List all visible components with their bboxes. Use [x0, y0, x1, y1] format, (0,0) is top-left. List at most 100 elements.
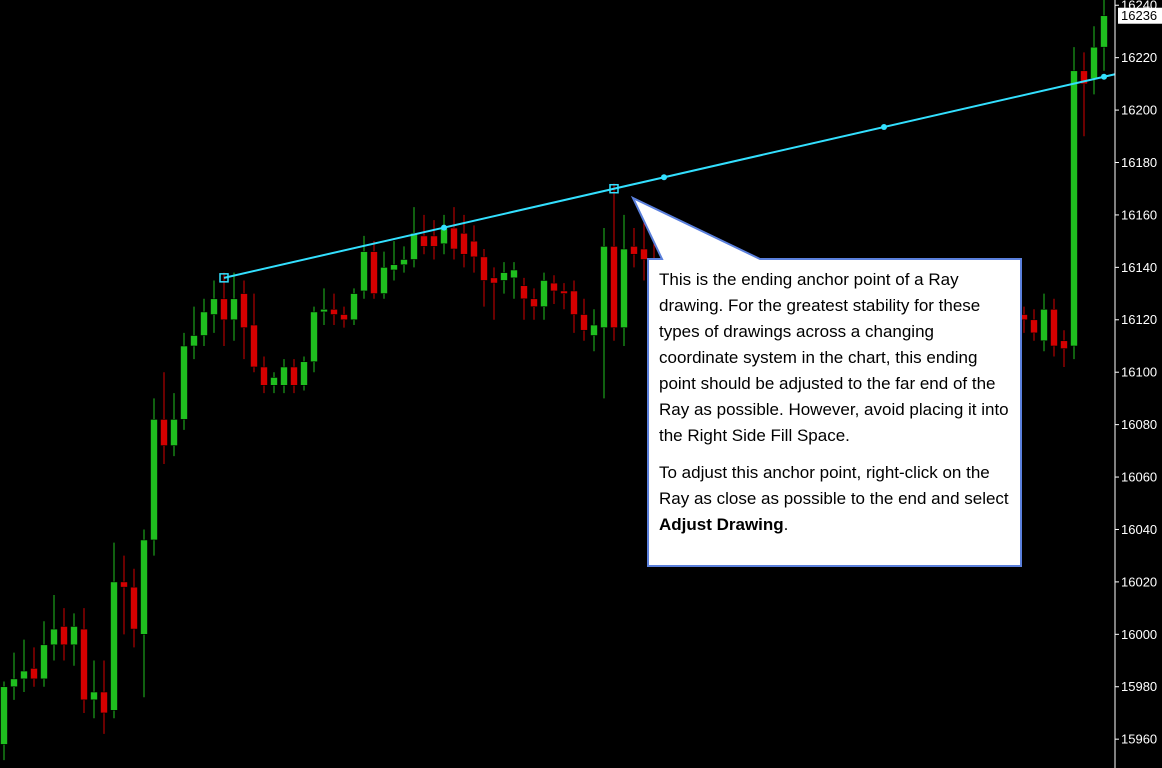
ray-line [223, 73, 1116, 279]
ray-dot [881, 124, 887, 131]
body [1070, 70, 1078, 347]
ray-dot [661, 174, 667, 181]
body [30, 668, 38, 680]
body [270, 377, 278, 386]
body [1090, 46, 1098, 79]
body [560, 290, 568, 294]
body [0, 686, 8, 745]
body [490, 277, 498, 284]
body [1040, 308, 1048, 342]
body [200, 311, 208, 336]
body [470, 240, 478, 258]
body [450, 227, 458, 250]
body [40, 644, 48, 680]
body [590, 324, 598, 336]
body [220, 298, 228, 321]
y-tick-label: 16100 [1121, 365, 1157, 380]
body [340, 314, 348, 321]
body [50, 628, 58, 646]
body [150, 419, 158, 541]
body [110, 581, 118, 711]
y-tick-label: 16000 [1121, 627, 1157, 642]
body [350, 293, 358, 321]
ray-drawing [219, 73, 1116, 283]
body [460, 232, 468, 255]
body [230, 298, 238, 321]
body [280, 366, 288, 386]
body [500, 272, 508, 281]
body [480, 256, 488, 281]
y-tick-label: 16040 [1121, 522, 1157, 537]
body [260, 366, 268, 386]
body [130, 586, 138, 630]
body [360, 251, 368, 292]
body [1050, 308, 1058, 347]
body [510, 269, 518, 279]
y-tick-label: 15960 [1121, 732, 1157, 747]
body [120, 581, 128, 588]
y-tick-label: 16160 [1121, 207, 1157, 222]
y-tick-label: 15980 [1121, 679, 1157, 694]
price-tag [1118, 7, 1162, 24]
body [620, 248, 628, 328]
y-tick-label: 16060 [1121, 469, 1157, 484]
body [310, 311, 318, 363]
candles [0, 0, 1108, 761]
price-tag-label: 16236 [1121, 8, 1157, 23]
y-tick-label: 16020 [1121, 574, 1157, 589]
body [570, 290, 578, 315]
y-tick-label: 16140 [1121, 260, 1157, 275]
callout-paragraph: This is the ending anchor point of a Ray… [659, 270, 1009, 445]
callout-bold: Adjust Drawing [659, 515, 784, 534]
body [380, 267, 388, 294]
body [600, 246, 608, 328]
body [290, 366, 298, 386]
body [170, 419, 178, 446]
body [540, 280, 548, 307]
anchor-end [609, 183, 619, 194]
y-tick-label: 16120 [1121, 312, 1157, 327]
body [20, 670, 28, 680]
body [160, 419, 168, 446]
body [390, 264, 398, 271]
body [90, 691, 98, 701]
body [210, 298, 218, 315]
body [80, 628, 88, 701]
body [520, 285, 528, 300]
body [10, 678, 18, 688]
body [240, 293, 248, 328]
y-tick-label: 16180 [1121, 155, 1157, 170]
body [60, 626, 68, 646]
anchor-start [219, 273, 229, 283]
callout-text: This is the ending anchor point of a Ray… [659, 267, 1011, 549]
body [70, 626, 78, 646]
y-tick-label: 16220 [1121, 50, 1157, 65]
y-tick-label: 16080 [1121, 417, 1157, 432]
body [640, 248, 648, 260]
body [630, 246, 638, 255]
body [1060, 340, 1068, 349]
body [580, 314, 588, 331]
callout-box [630, 195, 1022, 567]
body [330, 308, 338, 315]
body [320, 308, 328, 313]
callout-text-run: To adjust this anchor point, right-click… [659, 463, 1009, 508]
body [420, 235, 428, 247]
ray-dot [441, 224, 447, 231]
body [250, 324, 258, 368]
body [550, 282, 558, 292]
body [1030, 319, 1038, 334]
callout-text-run: . [783, 515, 789, 534]
body [100, 691, 108, 714]
body [1080, 70, 1088, 85]
body [410, 232, 418, 260]
body [180, 345, 188, 420]
y-tick-label: 16200 [1121, 103, 1157, 118]
callout-paragraph: To adjust this anchor point, right-click… [659, 460, 1011, 538]
body [300, 361, 308, 386]
body [400, 259, 408, 266]
body [530, 298, 538, 307]
body [610, 246, 618, 328]
